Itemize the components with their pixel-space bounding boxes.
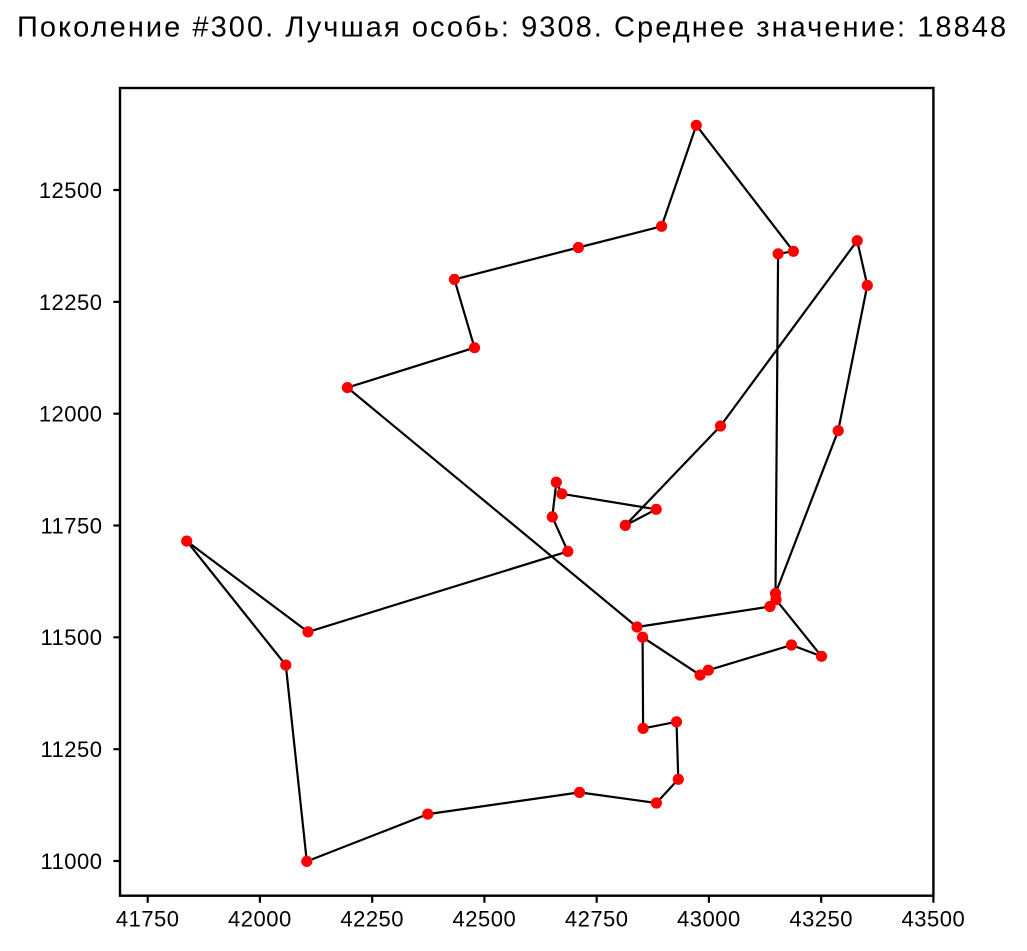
svg-text:42750: 42750 [565,907,629,932]
svg-text:Поколение #300. Лучшая особь:: Поколение #300. Лучшая особь: 9308. Сред… [17,12,1008,44]
svg-text:11250: 11250 [40,737,102,762]
svg-text:43250: 43250 [789,907,853,932]
svg-text:12250: 12250 [39,290,103,315]
svg-text:42500: 42500 [453,907,517,932]
svg-text:41750: 41750 [116,907,180,932]
svg-text:11500: 11500 [40,625,102,650]
svg-text:43000: 43000 [677,907,741,932]
svg-text:11000: 11000 [40,849,102,874]
svg-text:42000: 42000 [228,907,292,932]
svg-text:11750: 11750 [40,513,102,538]
svg-text:42250: 42250 [340,907,404,932]
svg-text:43500: 43500 [902,907,966,932]
svg-text:12500: 12500 [39,178,103,203]
svg-text:12000: 12000 [39,402,103,427]
